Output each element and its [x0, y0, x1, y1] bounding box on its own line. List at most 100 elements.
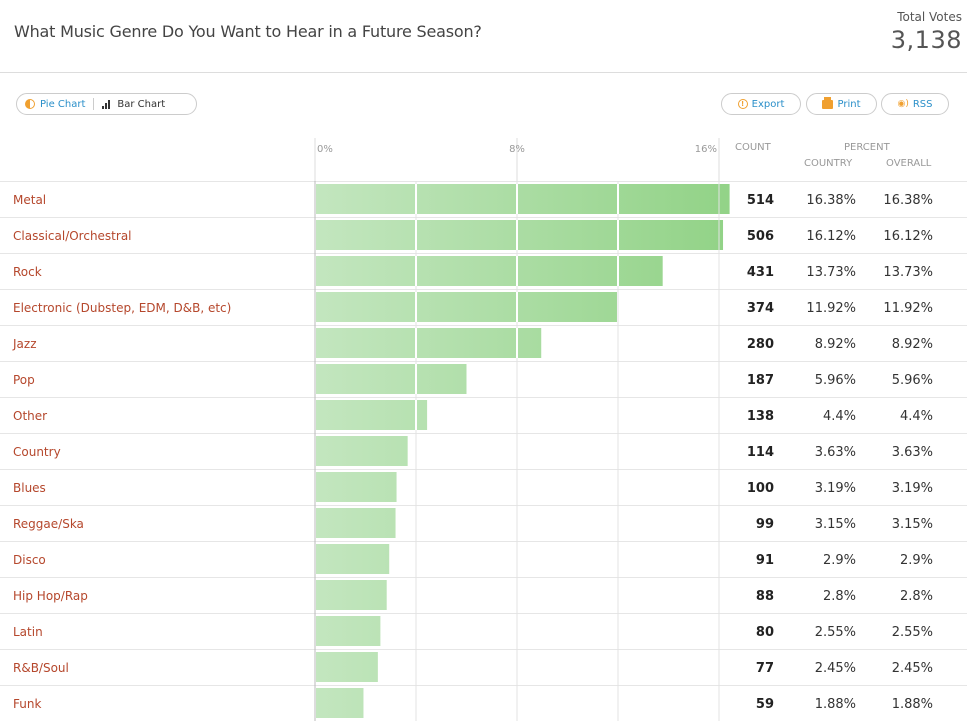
x-tick-label: 16%	[695, 144, 717, 155]
country-percent: 2.55%	[814, 625, 856, 640]
count-value: 80	[755, 625, 774, 640]
bar-chart-label: Bar Chart	[117, 98, 166, 110]
table-row: Reggae/Ska 99 3.15% 3.15%	[0, 505, 967, 541]
table-row: Latin 80 2.55% 2.55%	[0, 613, 967, 649]
page-title: What Music Genre Do You Want to Hear in …	[14, 22, 482, 41]
table-row: Disco 91 2.9% 2.9%	[0, 541, 967, 577]
total-votes-value: 3,138	[890, 26, 962, 54]
category-label[interactable]: Country	[13, 445, 61, 459]
total-votes-label: Total Votes	[897, 10, 962, 24]
overall-percent: 3.15%	[891, 517, 933, 532]
table-row: Classical/Orchestral 506 16.12% 16.12%	[0, 217, 967, 253]
export-button[interactable]: ! Export	[721, 93, 801, 115]
country-percent: 3.15%	[814, 517, 856, 532]
country-percent: 2.8%	[822, 589, 856, 604]
category-label[interactable]: Metal	[13, 193, 47, 207]
x-tick-label: 8%	[509, 144, 525, 155]
category-label[interactable]: Pop	[13, 373, 35, 387]
overall-percent: 2.55%	[891, 625, 933, 640]
bar-chart-icon	[102, 99, 112, 109]
category-label[interactable]: Hip Hop/Rap	[13, 589, 88, 603]
count-value: 514	[746, 193, 774, 208]
toggle-divider	[93, 98, 95, 110]
country-percent: 11.92%	[806, 301, 856, 316]
table-row: Hip Hop/Rap 88 2.8% 2.8%	[0, 577, 967, 613]
table-row: Jazz 280 8.92% 8.92%	[0, 325, 967, 361]
count-value: 114	[746, 445, 774, 460]
table-row: Pop 187 5.96% 5.96%	[0, 361, 967, 397]
category-label[interactable]: Electronic (Dubstep, EDM, D&B, etc)	[13, 301, 232, 315]
count-value: 280	[746, 337, 774, 352]
country-percent: 2.45%	[814, 661, 856, 676]
country-percent: 5.96%	[814, 373, 856, 388]
country-percent: 4.4%	[822, 409, 856, 424]
overall-percent: 16.38%	[883, 193, 933, 208]
count-value: 506	[746, 229, 774, 244]
rss-button[interactable]: ◉) RSS	[881, 93, 949, 115]
export-label: Export	[751, 98, 785, 110]
overall-percent: 16.12%	[883, 229, 933, 244]
category-label[interactable]: Latin	[13, 625, 43, 639]
table-row: Electronic (Dubstep, EDM, D&B, etc) 374 11…	[0, 289, 967, 325]
table-row: Country 114 3.63% 3.63%	[0, 433, 967, 469]
overall-percent: 13.73%	[883, 265, 933, 280]
category-label[interactable]: Classical/Orchestral	[13, 229, 132, 243]
table-row: Other 138 4.4% 4.4%	[0, 397, 967, 433]
category-label[interactable]: Jazz	[13, 337, 37, 351]
count-value: 91	[755, 553, 774, 568]
count-value: 99	[755, 517, 774, 532]
overall-percent: 2.8%	[899, 589, 933, 604]
category-label[interactable]: Disco	[13, 553, 46, 567]
country-percent: 3.63%	[814, 445, 856, 460]
pie-chart-icon	[25, 99, 35, 109]
overall-percent: 3.19%	[891, 481, 933, 496]
rss-label: RSS	[912, 98, 933, 110]
pie-chart-label: Pie Chart	[40, 98, 86, 110]
overall-percent: 3.63%	[891, 445, 933, 460]
print-button[interactable]: Print	[806, 93, 877, 115]
country-percent: 16.38%	[806, 193, 856, 208]
overall-percent: 1.88%	[891, 697, 933, 712]
overall-percent: 11.92%	[883, 301, 933, 316]
overall-percent: 2.9%	[899, 553, 933, 568]
percent-column-header: PERCENT	[844, 142, 890, 153]
country-column-header: COUNTRY	[804, 158, 853, 169]
overall-column-header: OVERALL	[886, 158, 932, 169]
country-percent: 2.9%	[822, 553, 856, 568]
print-icon	[822, 96, 834, 109]
overall-percent: 4.4%	[899, 409, 933, 424]
table-row: Funk 59 1.88% 1.88%	[0, 685, 967, 721]
count-value: 77	[755, 661, 774, 676]
category-label[interactable]: Funk	[13, 697, 42, 711]
overall-percent: 8.92%	[891, 337, 933, 352]
table-row: Rock 431 13.73% 13.73%	[0, 253, 967, 289]
rss-icon: ◉)	[897, 99, 909, 109]
table-row: R&B/Soul 77 2.45% 2.45%	[0, 649, 967, 685]
category-label[interactable]: Other	[13, 409, 48, 423]
pie-chart-button[interactable]: Pie Chart	[17, 94, 93, 114]
count-value: 88	[755, 589, 774, 604]
count-column-header: COUNT	[735, 142, 771, 153]
category-label[interactable]: Reggae/Ska	[13, 517, 84, 531]
count-value: 187	[746, 373, 774, 388]
bar-chart-button[interactable]: Bar Chart	[94, 94, 173, 114]
x-tick-label: 0%	[317, 144, 333, 155]
print-label: Print	[837, 98, 861, 110]
overall-percent: 2.45%	[891, 661, 933, 676]
export-icon: !	[737, 99, 748, 109]
country-percent: 13.73%	[806, 265, 856, 280]
chart-header: What Music Genre Do You Want to Hear in …	[0, 0, 967, 73]
category-label[interactable]: Blues	[13, 481, 46, 495]
count-value: 59	[755, 697, 774, 712]
overall-percent: 5.96%	[891, 373, 933, 388]
count-value: 138	[746, 409, 774, 424]
count-value: 374	[746, 301, 774, 316]
country-percent: 3.19%	[814, 481, 856, 496]
category-label[interactable]: Rock	[13, 265, 42, 279]
category-label[interactable]: R&B/Soul	[13, 661, 69, 675]
country-percent: 1.88%	[814, 697, 856, 712]
country-percent: 16.12%	[806, 229, 856, 244]
chart-type-toggle: Pie Chart Bar Chart	[16, 93, 197, 115]
count-value: 431	[746, 265, 774, 280]
table-row: Blues 100 3.19% 3.19%	[0, 469, 967, 505]
